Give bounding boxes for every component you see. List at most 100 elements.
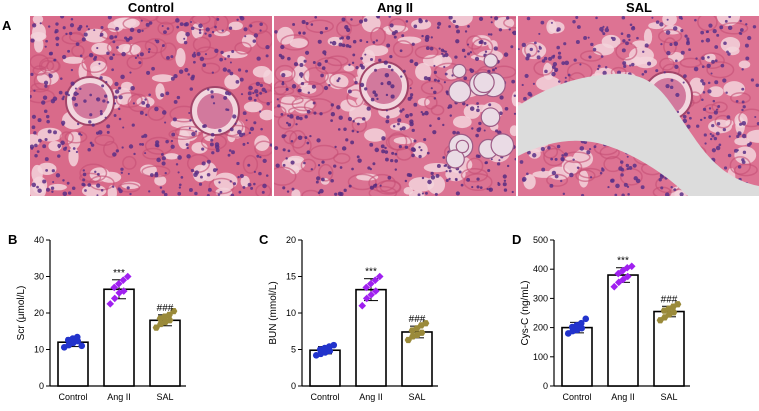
nucleus	[75, 150, 79, 154]
nucleus	[131, 123, 135, 127]
tubule-wall	[305, 19, 334, 34]
nucleus	[218, 128, 222, 133]
nucleus	[96, 172, 100, 176]
nucleus	[519, 160, 524, 164]
nucleus	[321, 177, 325, 182]
nucleus	[39, 22, 42, 25]
nucleus	[741, 87, 745, 91]
data-point	[404, 336, 412, 344]
nucleus	[139, 110, 144, 115]
nucleus	[346, 35, 351, 40]
nucleus	[726, 115, 731, 119]
tubule-wall	[714, 114, 732, 129]
nucleus	[487, 33, 491, 36]
nucleus	[445, 170, 448, 173]
nucleus	[242, 142, 246, 146]
nucleus	[253, 98, 257, 102]
nucleus	[715, 145, 721, 151]
nucleus	[740, 28, 744, 32]
nucleus	[629, 23, 633, 27]
tubule-lumen	[48, 141, 62, 152]
data-point	[362, 294, 371, 303]
nucleus	[680, 29, 684, 33]
nucleus	[454, 177, 458, 181]
nucleus	[290, 139, 294, 143]
nucleus	[99, 76, 103, 80]
nucleus	[287, 149, 291, 153]
nucleus	[180, 176, 184, 179]
nucleus	[712, 28, 717, 34]
nucleus	[701, 39, 704, 43]
nucleus	[366, 106, 371, 111]
nucleus	[540, 20, 545, 25]
tubule-wall	[160, 42, 177, 61]
nucleus	[469, 106, 475, 111]
tubule-lumen	[427, 175, 446, 195]
nucleus	[352, 120, 355, 123]
nucleus	[156, 157, 161, 163]
nucleus	[252, 39, 257, 43]
nucleus	[339, 37, 342, 40]
x-tick-label: Ang II	[611, 392, 635, 402]
nucleus	[146, 70, 151, 75]
nucleus	[50, 186, 55, 190]
nucleus	[430, 87, 433, 90]
nucleus	[460, 183, 464, 187]
nucleus	[239, 16, 243, 19]
nucleus	[31, 114, 37, 119]
nucleus	[37, 188, 42, 193]
nucleus	[601, 30, 604, 33]
nucleus	[343, 127, 347, 131]
nucleus	[723, 41, 727, 46]
nucleus	[370, 57, 374, 62]
data-point	[371, 287, 380, 295]
nucleus	[282, 186, 286, 190]
nucleus	[538, 32, 541, 35]
nucleus	[120, 171, 123, 174]
nucleus	[359, 63, 364, 68]
nucleus	[593, 145, 597, 149]
data-point	[422, 320, 430, 327]
nucleus	[256, 154, 260, 158]
nucleus	[526, 172, 529, 176]
nucleus	[471, 185, 474, 189]
nucleus	[551, 71, 556, 77]
nucleus	[116, 46, 119, 49]
nucleus	[317, 39, 322, 44]
nucleus	[557, 55, 562, 60]
nucleus	[411, 147, 417, 153]
y-tick-label: 0	[39, 381, 44, 391]
y-tick-label: 0	[543, 381, 548, 391]
tubule-wall	[303, 67, 329, 86]
dilated-tubule	[448, 80, 472, 104]
nucleus	[601, 168, 605, 172]
nucleus	[189, 87, 193, 91]
nucleus	[121, 146, 124, 149]
tubule-wall	[59, 131, 74, 145]
nucleus	[68, 149, 71, 153]
nucleus	[144, 152, 147, 155]
nucleus	[52, 181, 55, 184]
nucleus	[588, 55, 592, 59]
nucleus	[46, 119, 50, 124]
nucleus	[352, 53, 356, 57]
nucleus	[350, 18, 353, 21]
tubule-lumen	[243, 101, 263, 113]
nucleus	[176, 25, 180, 29]
nucleus	[147, 50, 151, 54]
nucleus	[390, 94, 395, 99]
nucleus	[394, 168, 397, 171]
nucleus	[226, 108, 230, 112]
nucleus	[356, 130, 359, 134]
panel-label-d: D	[512, 232, 522, 247]
nucleus	[359, 82, 365, 88]
nucleus	[521, 42, 527, 48]
tubule-wall	[491, 65, 516, 79]
nucleus	[720, 63, 725, 68]
nucleus	[714, 80, 719, 85]
dilated-tubule	[490, 133, 515, 157]
tubule-wall	[657, 28, 683, 44]
nucleus	[599, 26, 604, 32]
nucleus	[149, 173, 154, 177]
nucleus	[627, 193, 630, 196]
